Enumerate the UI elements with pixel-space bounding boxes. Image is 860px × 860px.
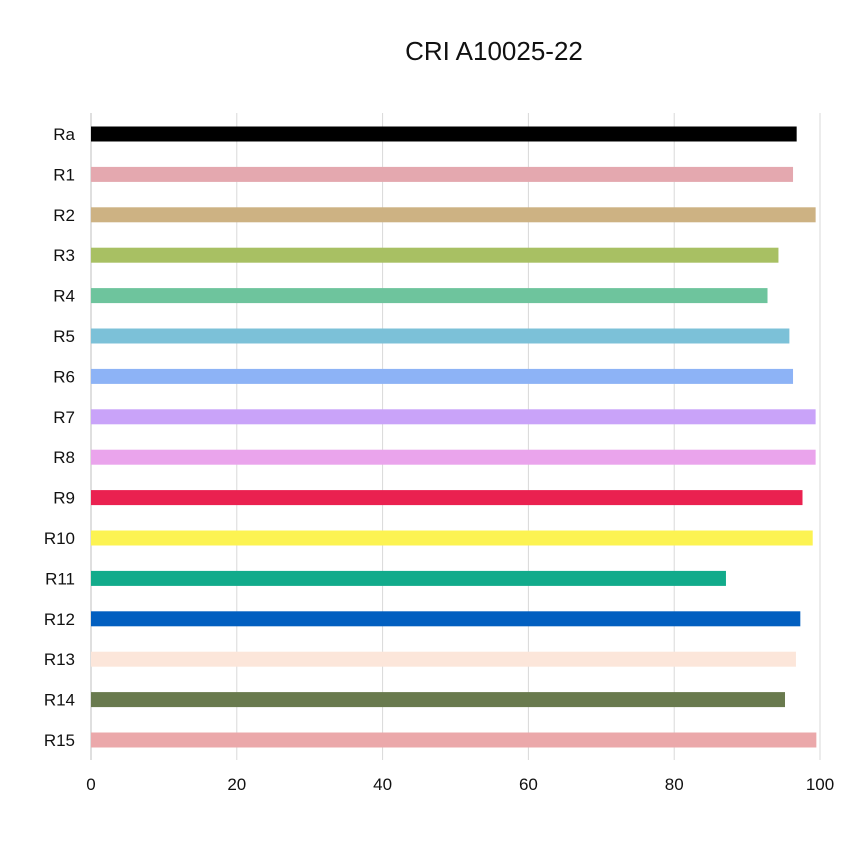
bars	[91, 126, 817, 748]
bar-r6	[91, 368, 794, 384]
category-label: R11	[45, 569, 75, 588]
category-label: R5	[53, 327, 75, 346]
category-label: R12	[44, 610, 75, 629]
category-label: R13	[44, 650, 75, 669]
bar-r2	[91, 207, 816, 223]
bar-r14	[91, 692, 786, 708]
category-label: R9	[53, 489, 75, 508]
bar-r12	[91, 611, 801, 627]
bar-r4	[91, 288, 768, 304]
bar-r8	[91, 449, 816, 465]
category-label: R1	[53, 165, 75, 184]
category-label: R2	[53, 206, 75, 225]
bar-r10	[91, 530, 813, 546]
category-labels: Ra R1 R2 R3 R4 R5 R6 R7 R8 R9 R10 R11 R12 R13 R14 R15	[44, 125, 76, 750]
bar-r11	[91, 570, 726, 586]
category-label: R7	[53, 408, 75, 427]
x-tick-labels: 0 20 40 60 80 100	[86, 775, 834, 794]
bar-r5	[91, 328, 790, 344]
bar-r9	[91, 490, 803, 506]
x-tick-label: 60	[519, 775, 538, 794]
category-label: Ra	[53, 125, 75, 144]
category-label: R10	[44, 529, 75, 548]
x-tick-label: 40	[373, 775, 392, 794]
chart-title: CRI A10025-22	[405, 36, 583, 66]
x-tick-label: 20	[227, 775, 246, 794]
bar-ra	[91, 126, 797, 142]
bar-r13	[91, 651, 796, 667]
category-label: R4	[53, 287, 75, 306]
x-tick-label: 80	[665, 775, 684, 794]
category-label: R6	[53, 367, 75, 386]
x-tick-label: 0	[86, 775, 95, 794]
bar-r1	[91, 166, 794, 182]
category-label: R3	[53, 246, 75, 265]
x-tick-label: 100	[806, 775, 834, 794]
bar-r7	[91, 409, 816, 425]
bar-r15	[91, 732, 817, 748]
bar-r3	[91, 247, 779, 263]
category-label: R8	[53, 448, 75, 467]
category-label: R14	[44, 691, 75, 710]
category-label: R15	[44, 731, 75, 750]
